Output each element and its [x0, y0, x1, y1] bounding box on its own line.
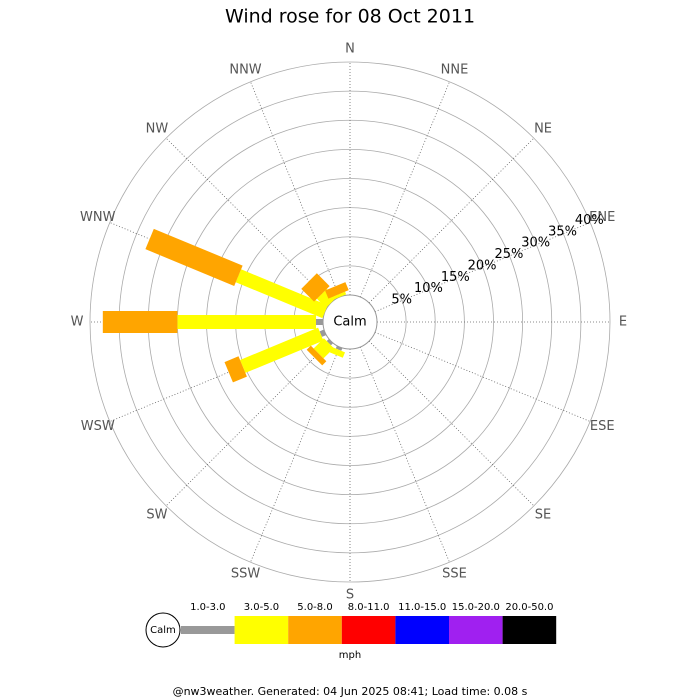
direction-label: N: [345, 42, 355, 57]
legend-label: 20.0-50.0: [505, 602, 553, 613]
legend-swatch: [288, 616, 342, 644]
ring-label: 35%: [548, 224, 577, 239]
ring-label: 15%: [441, 270, 470, 285]
wind-bar: [224, 356, 247, 383]
wind-bar: [325, 282, 349, 299]
wind-bar: [313, 338, 334, 359]
legend-label: 3.0-5.0: [244, 602, 279, 613]
wind-bar: [366, 311, 384, 354]
legend-label: 1.0-3.0: [190, 602, 225, 613]
wind-bar: [219, 350, 238, 394]
calm-label: Calm: [333, 315, 366, 330]
legend-calm: [145, 612, 181, 648]
wind-bar: [326, 338, 334, 346]
wind-bar: [335, 345, 343, 351]
wind-bar: [306, 345, 327, 366]
direction-label: WNW: [80, 210, 116, 225]
wind-bar: [240, 327, 324, 373]
wind-bar: [235, 269, 328, 319]
direction-label: WSW: [81, 419, 115, 434]
direction-label: SSW: [231, 567, 261, 582]
ring: [89, 61, 611, 583]
wind-bar: [366, 290, 384, 333]
wind-bar: [316, 319, 323, 325]
ring-label: 10%: [414, 281, 443, 296]
ring-label: 20%: [468, 258, 497, 273]
wind-bar: [339, 288, 382, 306]
legend-swatch: [341, 616, 396, 644]
direction-label: E: [619, 315, 627, 330]
ring-label: 30%: [521, 236, 550, 251]
wind-bar: [102, 311, 178, 333]
legend-swatch: [395, 616, 449, 644]
wind-bar: [332, 291, 347, 300]
wind-bar: [339, 338, 382, 356]
direction-label: NE: [534, 121, 552, 136]
direction-label: NNW: [229, 62, 261, 77]
direction-label: SSE: [442, 567, 467, 582]
chart-title: Wind rose for 08 Oct 2011: [225, 6, 475, 28]
legend-unit: mph: [339, 650, 361, 661]
ring-label: 25%: [494, 247, 523, 262]
direction-label: S: [346, 588, 354, 603]
wind-bar: [301, 273, 330, 302]
legend-label: 15.0-20.0: [452, 602, 500, 613]
legend-label: 8.0-11.0: [348, 602, 390, 613]
legend-label: 5.0-8.0: [297, 602, 332, 613]
direction-label: ENE: [589, 210, 615, 225]
wind-bar: [177, 315, 317, 329]
legend-swatch: [502, 616, 557, 644]
direction-label: NW: [146, 121, 169, 136]
ring-label: 40%: [575, 213, 604, 228]
wind-bar: [145, 228, 243, 286]
direction-label: SE: [535, 508, 551, 523]
legend-swatch: [181, 626, 235, 634]
direction-label: SW: [146, 508, 167, 523]
wind-bar: [329, 346, 346, 358]
ring-label: 5%: [391, 293, 412, 308]
legend-calm-label: Calm: [150, 625, 176, 636]
direction-label: W: [71, 315, 84, 330]
direction-label: NNE: [441, 62, 469, 77]
legend-label: 11.0-15.0: [398, 602, 446, 613]
wind-bar: [319, 329, 327, 337]
legend-swatch: [449, 616, 503, 644]
legend-swatch: [234, 616, 289, 644]
footer: @nw3weather. Generated: 04 Jun 2025 08:4…: [173, 685, 528, 698]
direction-label: ESE: [590, 419, 615, 434]
